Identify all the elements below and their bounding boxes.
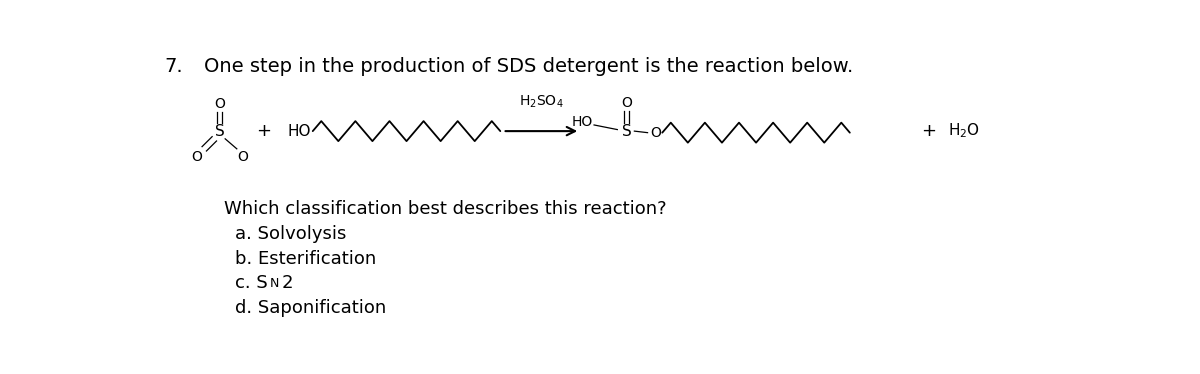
Text: +: + (922, 122, 936, 140)
Text: One step in the production of SDS detergent is the reaction below.: One step in the production of SDS deterg… (204, 57, 853, 76)
Text: HO: HO (571, 115, 593, 129)
Text: b. Esterification: b. Esterification (235, 250, 377, 268)
Text: H$_2$O: H$_2$O (948, 122, 980, 141)
Text: O: O (650, 126, 661, 140)
Text: O: O (238, 150, 248, 163)
Text: N: N (269, 278, 278, 291)
Text: 7.: 7. (164, 57, 182, 76)
Text: O: O (215, 97, 226, 111)
Text: a. Solvolysis: a. Solvolysis (235, 225, 347, 243)
Text: S: S (215, 124, 224, 139)
Text: c. S: c. S (235, 275, 268, 292)
Text: 2: 2 (282, 275, 293, 292)
Text: d. Saponification: d. Saponification (235, 299, 386, 317)
Text: S: S (622, 124, 631, 139)
Text: O: O (622, 96, 632, 110)
Text: O: O (191, 150, 202, 163)
Text: H$_2$SO$_4$: H$_2$SO$_4$ (520, 93, 564, 110)
Text: Which classification best describes this reaction?: Which classification best describes this… (223, 200, 666, 218)
Text: +: + (257, 122, 271, 140)
Text: HO: HO (287, 124, 311, 139)
